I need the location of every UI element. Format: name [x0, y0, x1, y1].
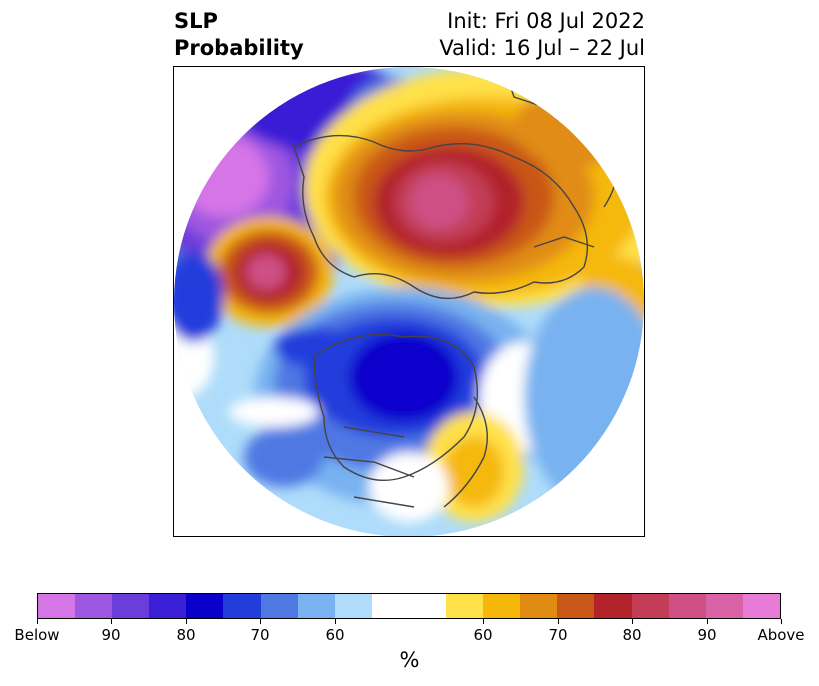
colorbar-tick-mark	[186, 619, 187, 624]
colorbar-tick-label: 90	[101, 626, 121, 644]
probability-field	[174, 67, 644, 536]
colorbar	[37, 593, 781, 619]
colorbar-swatch	[446, 594, 484, 618]
colorbar-swatch	[223, 594, 261, 618]
colorbar-tick-mark	[781, 619, 782, 624]
colorbar-tick-mark	[37, 619, 38, 624]
colorbar-tick-label: Above	[757, 626, 805, 644]
colorbar-tick-mark	[111, 619, 112, 624]
colorbar-swatch	[408, 594, 447, 618]
colorbar-tick-label: 60	[325, 626, 345, 644]
colorbar-tick-label: 70	[250, 626, 270, 644]
polar-map	[173, 66, 645, 537]
colorbar-swatch	[742, 594, 780, 618]
colorbar-tick-mark	[632, 619, 633, 624]
polar-map-svg	[174, 67, 644, 536]
title-type: Probability	[174, 36, 304, 60]
colorbar-swatch	[668, 594, 706, 618]
title-variable: SLP	[174, 9, 218, 33]
colorbar-tick-label: 70	[548, 626, 568, 644]
map-dates: Init: Fri 08 Jul 2022 Valid: 16 Jul – 22…	[439, 8, 645, 62]
colorbar-tick-mark	[558, 619, 559, 624]
valid-range: Valid: 16 Jul – 22 Jul	[439, 36, 645, 60]
colorbar-swatch	[75, 594, 113, 618]
colorbar-swatch	[334, 594, 372, 618]
colorbar-unit: %	[399, 648, 420, 672]
colorbar-tick-mark	[483, 619, 484, 624]
colorbar-tick-mark	[707, 619, 708, 624]
colorbar-swatch	[483, 594, 521, 618]
colorbar-tick-label: 60	[473, 626, 493, 644]
map-title: SLP Probability	[174, 8, 304, 62]
colorbar-tick-label: Below	[14, 626, 60, 644]
colorbar-labels: Below 90 80 70 60 60 70 80 90 Above	[0, 626, 819, 646]
colorbar-swatch	[594, 594, 632, 618]
colorbar-tick-label: 80	[622, 626, 642, 644]
colorbar-tick-mark	[335, 619, 336, 624]
colorbar-swatch	[38, 594, 76, 618]
colorbar-tick-label: 80	[176, 626, 196, 644]
colorbar-tick-mark	[260, 619, 261, 624]
colorbar-swatch	[112, 594, 150, 618]
colorbar-swatch	[186, 594, 224, 618]
colorbar-swatch	[705, 594, 743, 618]
init-date: Init: Fri 08 Jul 2022	[447, 9, 645, 33]
colorbar-swatch	[260, 594, 298, 618]
colorbar-swatch	[297, 594, 335, 618]
colorbar-swatch	[371, 594, 409, 618]
colorbar-swatch	[631, 594, 669, 618]
colorbar-swatch	[520, 594, 558, 618]
colorbar-swatch	[149, 594, 187, 618]
colorbar-swatch	[557, 594, 595, 618]
colorbar-tick-label: 90	[697, 626, 717, 644]
